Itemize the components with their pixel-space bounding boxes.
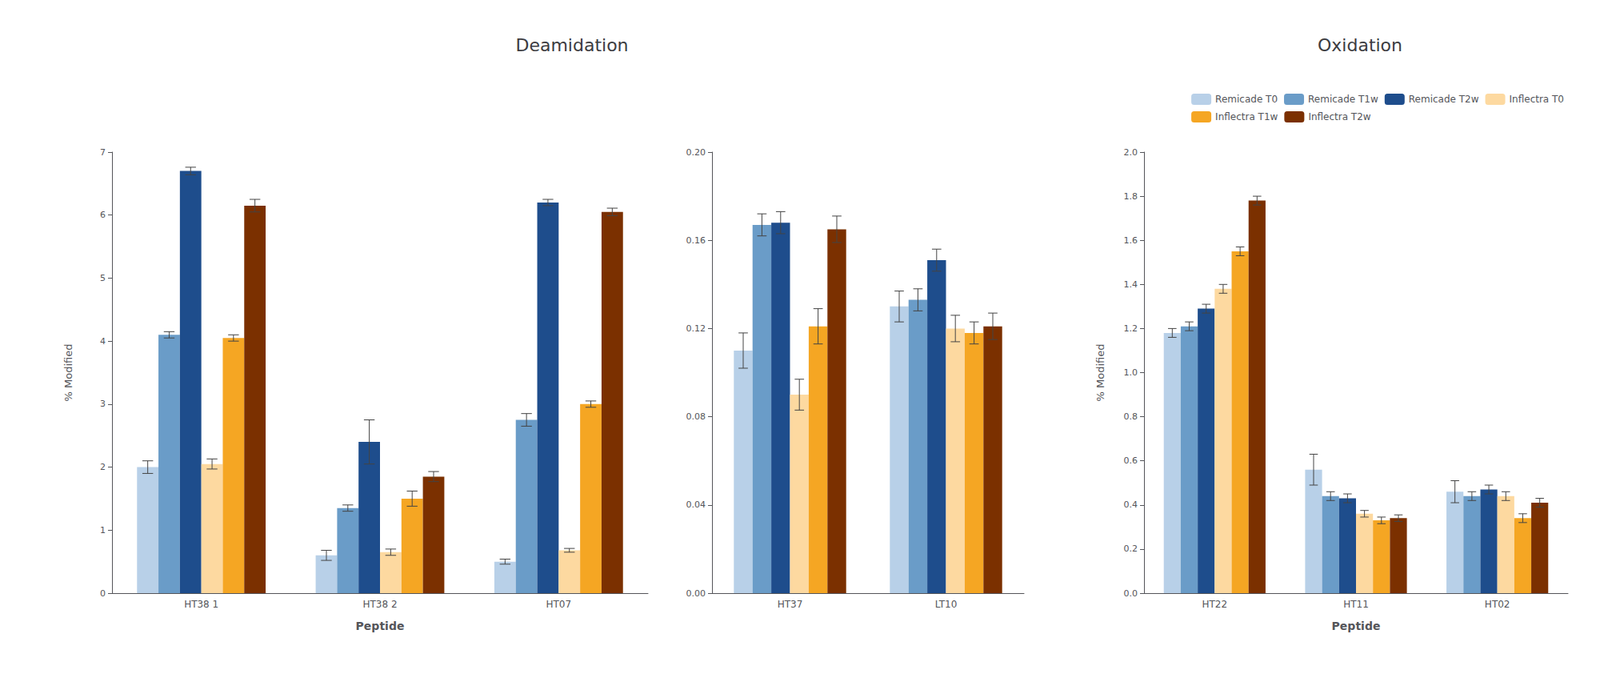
- svg-text:Remicade T2w: Remicade T2w: [1408, 93, 1480, 105]
- svg-text:0.12: 0.12: [686, 323, 707, 334]
- svg-text:Remicade T1w: Remicade T1w: [1308, 93, 1379, 105]
- svg-text:Deamidation: Deamidation: [515, 35, 628, 56]
- svg-text:0.20: 0.20: [686, 147, 707, 158]
- svg-text:0.08: 0.08: [686, 411, 707, 422]
- svg-text:HT11: HT11: [1343, 598, 1369, 610]
- svg-text:0.4: 0.4: [1124, 499, 1139, 510]
- svg-text:0: 0: [100, 588, 106, 599]
- svg-text:1.2: 1.2: [1124, 323, 1139, 334]
- svg-text:Inflectra T0: Inflectra T0: [1509, 93, 1564, 105]
- svg-text:5: 5: [100, 272, 106, 284]
- svg-text:1.4: 1.4: [1124, 279, 1139, 290]
- svg-text:% Modified: % Modified: [1094, 344, 1107, 402]
- svg-text:Peptide: Peptide: [1332, 619, 1381, 632]
- svg-text:0.2: 0.2: [1124, 543, 1139, 554]
- svg-text:LT10: LT10: [935, 598, 958, 610]
- svg-text:HT22: HT22: [1202, 598, 1228, 610]
- svg-text:Inflectra T2w: Inflectra T2w: [1308, 111, 1371, 123]
- svg-text:1.6: 1.6: [1124, 235, 1139, 246]
- svg-text:Peptide: Peptide: [356, 619, 405, 632]
- svg-text:Remicade T0: Remicade T0: [1215, 93, 1278, 105]
- svg-text:HT02: HT02: [1484, 598, 1511, 610]
- svg-text:% Modified: % Modified: [62, 344, 75, 402]
- svg-text:0.04: 0.04: [686, 499, 707, 510]
- svg-text:1.8: 1.8: [1124, 191, 1139, 202]
- svg-text:0.8: 0.8: [1124, 411, 1139, 422]
- svg-text:2.0: 2.0: [1124, 147, 1139, 158]
- svg-text:0.0: 0.0: [1124, 588, 1139, 599]
- svg-text:1.0: 1.0: [1124, 367, 1139, 378]
- svg-text:6: 6: [100, 209, 106, 220]
- svg-text:HT38 2: HT38 2: [362, 598, 397, 610]
- svg-text:0.00: 0.00: [686, 588, 707, 599]
- svg-text:2: 2: [100, 461, 106, 472]
- svg-text:HT07: HT07: [546, 598, 572, 610]
- svg-text:3: 3: [100, 398, 106, 409]
- svg-text:0.6: 0.6: [1124, 455, 1139, 466]
- svg-text:HT38 1: HT38 1: [184, 598, 219, 610]
- svg-text:Inflectra T1w: Inflectra T1w: [1215, 111, 1278, 123]
- svg-text:4: 4: [100, 336, 106, 347]
- svg-text:0.16: 0.16: [686, 235, 707, 246]
- svg-text:7: 7: [100, 147, 106, 158]
- svg-text:1: 1: [100, 524, 106, 536]
- svg-text:Oxidation: Oxidation: [1317, 35, 1403, 56]
- svg-text:HT37: HT37: [777, 598, 804, 610]
